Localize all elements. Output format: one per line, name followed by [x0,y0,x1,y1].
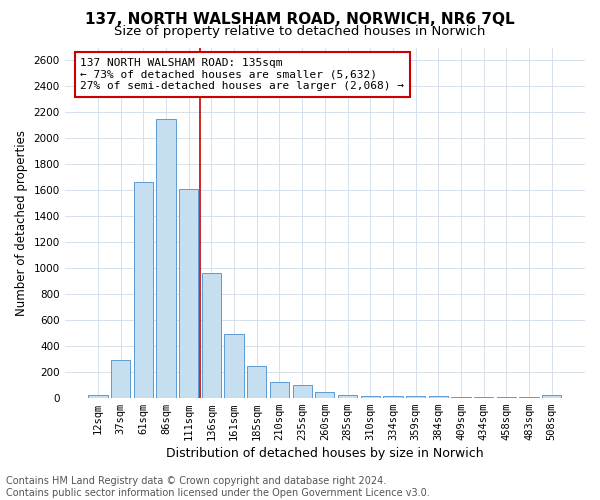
Bar [270,382,289,398]
Text: Contains HM Land Registry data © Crown copyright and database right 2024.
Contai: Contains HM Land Registry data © Crown c… [6,476,430,498]
Bar [428,396,448,398]
Text: Size of property relative to detached houses in Norwich: Size of property relative to detached ho… [115,25,485,38]
Bar [179,189,199,398]
Bar [293,386,312,398]
Bar [406,396,425,398]
Bar [338,395,357,398]
X-axis label: Distribution of detached houses by size in Norwich: Distribution of detached houses by size … [166,447,484,460]
Text: 137, NORTH WALSHAM ROAD, NORWICH, NR6 7QL: 137, NORTH WALSHAM ROAD, NORWICH, NR6 7Q… [85,12,515,28]
Bar [451,397,470,398]
Bar [247,366,266,398]
Bar [542,395,562,398]
Bar [383,396,403,398]
Bar [157,119,176,398]
Bar [134,182,153,398]
Bar [315,392,334,398]
Text: 137 NORTH WALSHAM ROAD: 135sqm
← 73% of detached houses are smaller (5,632)
27% : 137 NORTH WALSHAM ROAD: 135sqm ← 73% of … [80,58,404,91]
Bar [224,334,244,398]
Bar [202,273,221,398]
Bar [88,395,107,398]
Bar [111,360,130,398]
Y-axis label: Number of detached properties: Number of detached properties [15,130,28,316]
Bar [497,397,516,398]
Bar [361,396,380,398]
Bar [520,397,539,398]
Bar [474,397,493,398]
